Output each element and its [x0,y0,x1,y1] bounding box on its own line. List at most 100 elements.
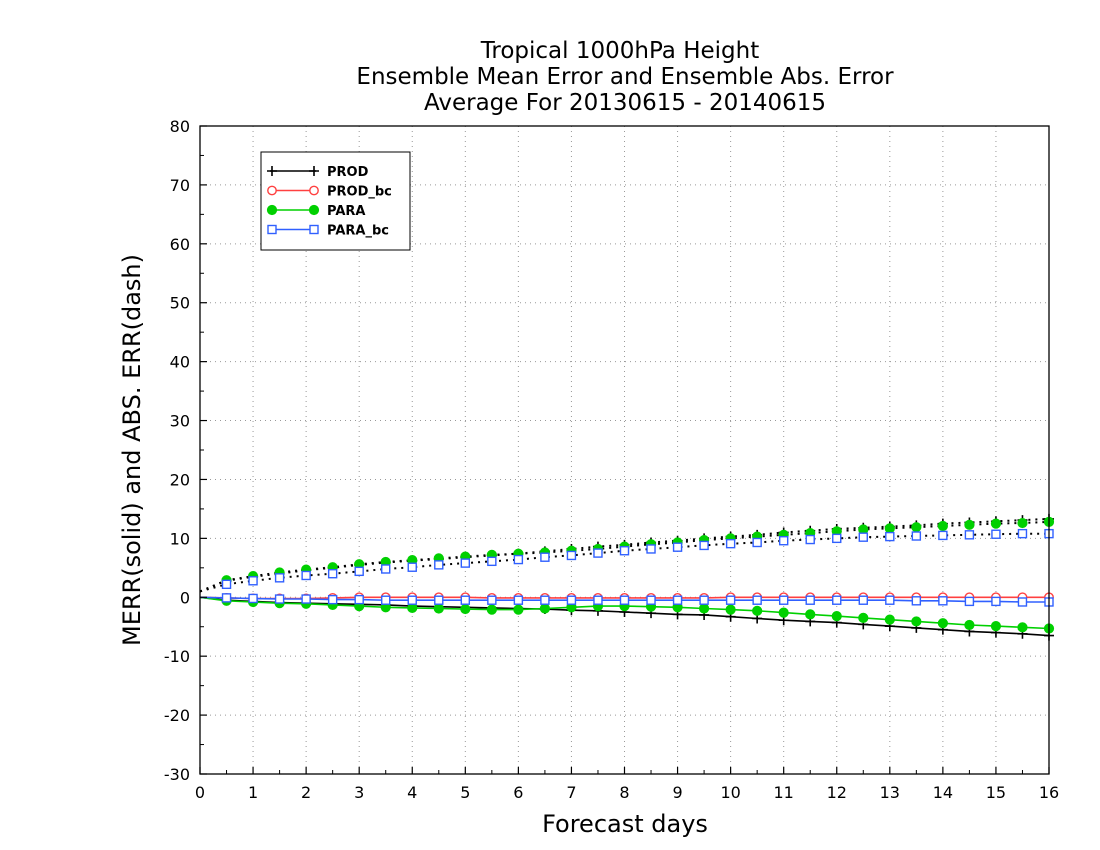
data-point [486,604,497,615]
data-point [221,579,232,590]
y-tick-label: 0 [180,588,190,607]
data-point [619,595,630,605]
data-point [407,562,417,572]
x-tick-label: 5 [460,783,470,802]
data-point [327,569,338,579]
data-point [381,564,391,574]
data-point [513,554,524,565]
y-tick-label: 40 [170,353,190,372]
data-point [885,531,895,542]
data-point [672,595,683,605]
x-tick-label: 2 [301,783,311,802]
data-point [354,566,364,577]
data-point [990,518,1002,529]
series-PARA-mean-error [199,595,1055,634]
data-point [805,595,815,605]
data-point [646,595,656,605]
data-point [672,542,683,552]
legend-item: PROD [267,165,369,180]
data-point [858,595,868,605]
data-point [911,522,922,533]
data-point [221,593,232,603]
y-axis-label: MERR(solid) and ABS. ERR(dash) [118,254,146,646]
data-point [991,596,1001,607]
legend-marker-left [267,185,277,196]
y-tick-label: -20 [164,706,190,725]
data-point [964,530,975,540]
data-point [301,594,311,604]
data-point [460,558,471,568]
legend-marker-left [267,166,277,176]
x-tick-label: 1 [248,783,258,802]
y-tick-label: 20 [170,470,190,489]
data-point [460,595,471,605]
data-point [487,595,497,605]
x-tick-label: 9 [672,783,682,802]
y-tick-label: 30 [170,412,190,431]
title-line-1: Tropical 1000hPa Height [480,38,760,64]
data-point [699,540,709,551]
data-point [938,596,948,606]
data-point [937,520,948,532]
data-point [752,605,763,616]
title-line-2: Ensemble Mean Error and Ensemble Abs. Er… [356,64,894,90]
data-point [593,595,603,605]
data-point [752,537,762,548]
data-point [434,595,444,605]
data-point [911,616,922,627]
data-point [1017,622,1028,633]
data-point [248,576,258,586]
legend-label: PARA [327,204,365,219]
data-point [831,611,842,622]
legend-label: PARA_bc [327,224,389,239]
x-tick-label: 16 [1039,783,1059,802]
data-point [832,533,842,544]
data-point [911,596,922,606]
y-tick-label: 70 [170,176,190,195]
data-point [778,536,789,546]
data-point [434,560,444,570]
data-point [301,570,311,581]
x-tick-label: 12 [827,783,847,802]
data-point [1017,597,1028,607]
data-point [487,556,497,567]
data-point [698,603,710,614]
legend-marker-right [308,204,320,216]
x-tick-label: 3 [354,783,364,802]
data-point [381,595,391,605]
data-point [327,594,338,605]
data-point [884,523,895,534]
data-point [725,604,736,615]
data-point [433,603,444,614]
legend-box [260,151,411,251]
y-tick-label: 60 [170,235,190,254]
y-tick-label: -30 [164,765,190,784]
data-point [566,550,577,561]
data-point [540,552,550,562]
chart-title: Tropical 1000hPa Height Ensemble Mean Er… [356,38,894,116]
x-tick-label: 0 [195,783,205,802]
x-tick-label: 6 [513,783,523,802]
data-point [937,618,948,629]
data-point [619,546,630,556]
y-tick-label: 80 [170,117,190,136]
data-point [938,530,948,541]
data-point [832,595,842,605]
data-point [513,604,524,615]
data-point [566,595,577,605]
data-point [646,544,656,554]
data-point [1017,528,1028,539]
x-axis: 0 1 2 3 4 5 6 7 8 9 10 11 12 13 14 15 16 [195,767,1059,802]
x-tick-label: 13 [880,783,900,802]
legend: PROD PROD_bc PARA PARA_bc [260,151,411,251]
data-point [805,534,815,545]
data-point [540,595,550,605]
data-point [725,538,736,549]
legend-item: PROD_bc [267,185,392,200]
data-point [248,593,258,604]
legend-label: PROD_bc [327,185,392,200]
data-point [990,621,1002,632]
data-point [964,619,975,631]
data-point [354,594,364,605]
